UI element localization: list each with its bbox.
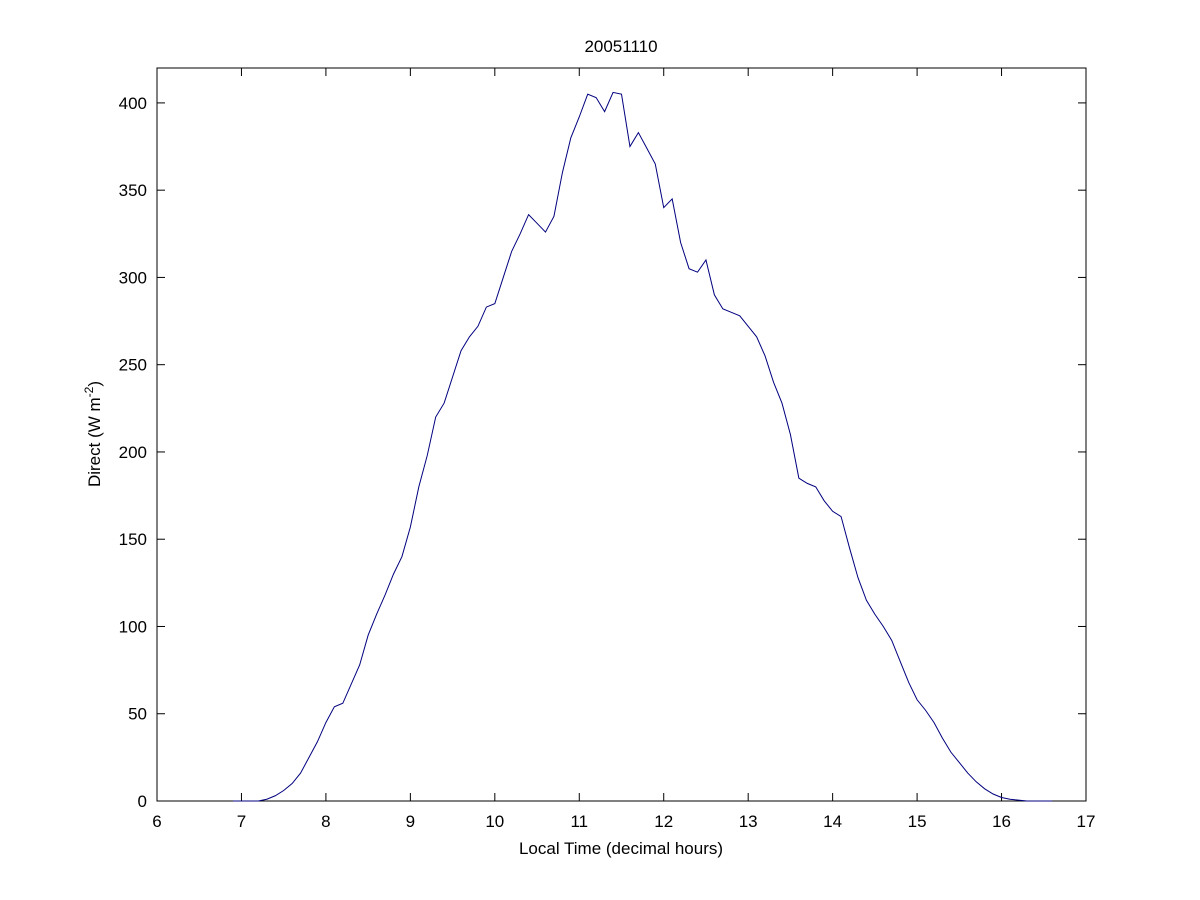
y-tick-label: 350 [119,181,147,200]
x-tick-label: 10 [485,812,504,831]
y-tick-label: 200 [119,443,147,462]
plot-frame [156,67,1087,802]
x-tick-label: 8 [321,812,330,831]
x-tick-label: 6 [152,812,161,831]
x-tick-label: 13 [739,812,758,831]
x-tick-label: 17 [1077,812,1096,831]
x-tick-label: 15 [908,812,927,831]
y-tick-label: 400 [119,94,147,113]
x-tick-label: 12 [654,812,673,831]
data-line [233,91,1053,802]
x-tick-label: 7 [237,812,246,831]
x-tick-label: 14 [823,812,842,831]
y-tick-label: 50 [128,705,147,724]
y-label-suffix: ) [85,381,104,387]
x-tick-label: 16 [992,812,1011,831]
y-tick-label: 300 [119,268,147,287]
y-tick-label: 150 [119,530,147,549]
y-tick-label: 100 [119,617,147,636]
y-label-sup: -2 [82,386,96,397]
x-tick-label: 11 [570,812,588,831]
y-tick-label: 0 [138,792,147,811]
chart-title: 20051110 [584,37,657,56]
y-axis-label: Direct (W m-2) [82,381,104,487]
y-tick-label: 250 [119,356,147,375]
y-label-text: Direct (W m [85,397,104,487]
x-tick-label: 9 [406,812,415,831]
x-axis-label: Local Time (decimal hours) [519,839,723,858]
